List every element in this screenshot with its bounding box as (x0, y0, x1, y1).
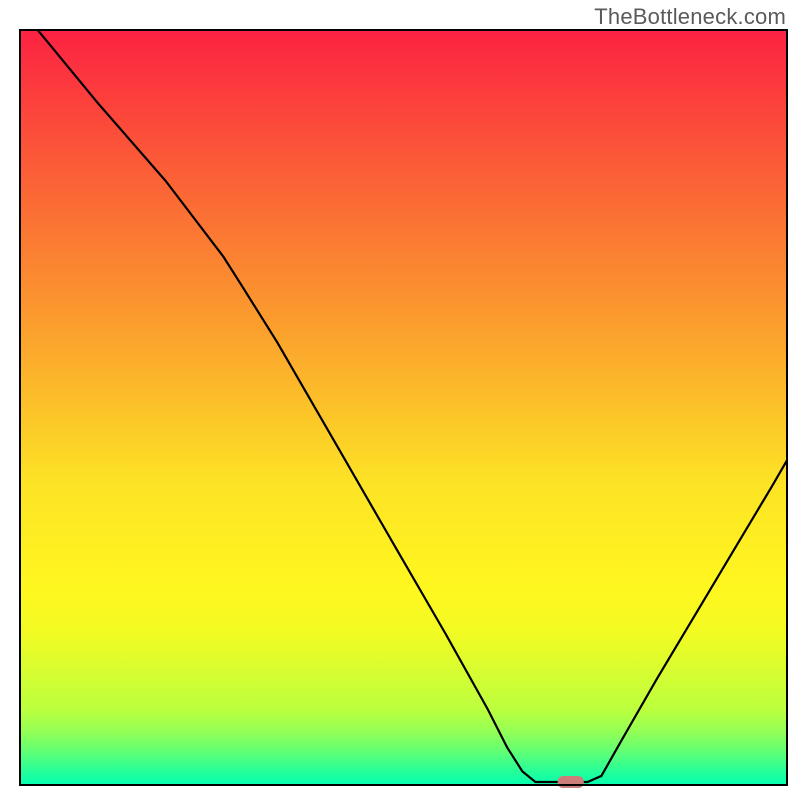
gradient-background (20, 30, 787, 785)
chart-container: TheBottleneck.com (0, 0, 800, 800)
plot-area (20, 22, 787, 788)
watermark-text: TheBottleneck.com (594, 4, 786, 30)
bottleneck-chart (0, 0, 800, 800)
optimal-marker (558, 776, 584, 788)
